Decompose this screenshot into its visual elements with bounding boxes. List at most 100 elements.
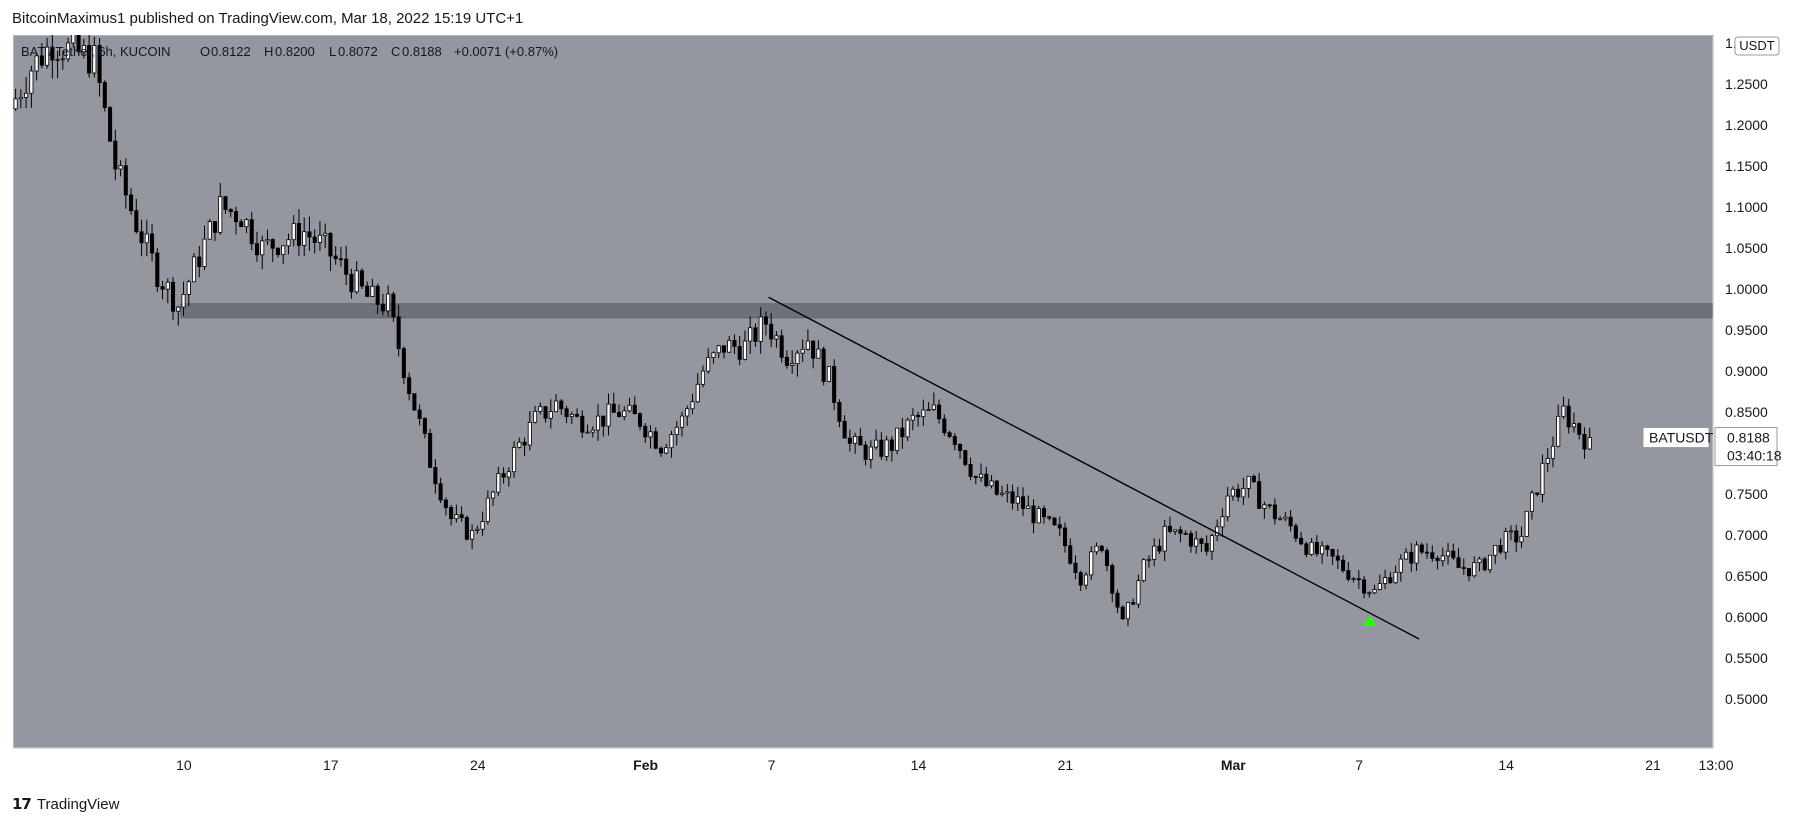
candle-down [1409,551,1414,564]
footer-brand[interactable]: 17 TradingView [12,792,119,816]
candle-up [92,45,97,74]
candle-up [1508,530,1514,533]
candle-down [842,420,847,439]
candle-down [811,340,816,359]
legend-o-value: 0.8122 [211,44,251,59]
candle-down [994,480,999,495]
candle-up [700,370,705,385]
candle-up [1278,518,1283,521]
candle-down [443,499,448,508]
candle-down [1157,545,1162,552]
price-tick-label: 0.7500 [1725,486,1768,502]
candle-up [1383,577,1388,584]
time-tick-label: 14 [911,757,927,773]
candle-up [1026,505,1031,509]
price-tick-label: 0.9000 [1725,363,1768,379]
candle-up [1089,551,1094,576]
candle-up [1519,535,1524,543]
candle-up [1503,531,1508,553]
candle-down [1021,496,1026,509]
price-axis[interactable]: 1.30001.25001.20001.15001.10001.05001.00… [1725,35,1768,707]
candle-down [968,464,973,477]
candle-down [958,443,963,451]
candle-up [118,165,123,170]
candle-down [1451,550,1456,559]
candle-up [1477,558,1482,563]
candle-up [317,234,322,243]
candle-up [596,415,601,431]
candle-down [328,232,333,257]
time-axis[interactable]: 10 17 24 Feb 7 14 21 Mar 7 14 21 13:00 [176,757,1734,773]
candle-down [942,418,947,434]
candle-down [1057,524,1062,529]
candle-up [1556,415,1561,447]
candle-down [632,404,637,415]
candle-up [1283,516,1288,520]
candle-up [1524,510,1529,537]
legend-symbol: BAT / Tether, 6h, KUCOIN [21,44,171,59]
candle-down [249,219,254,245]
candle-down [1356,578,1361,581]
candle-up [527,421,532,446]
candle-down [464,517,469,540]
descending-trendline[interactable] [768,296,1420,640]
candle-up [302,231,307,246]
breakout-up-arrow-icon [1363,615,1378,626]
candle-up [13,98,18,110]
candle-up [1472,562,1477,577]
candle-up [45,46,50,66]
candle-up [1404,551,1409,560]
time-tick-label: 21 [1645,757,1661,773]
candle-down [643,425,648,438]
candle-up [1545,458,1550,464]
candle-up [144,233,149,244]
candle-up [853,436,858,444]
legend-l-value: 0.8072 [338,44,378,59]
candle-up [742,340,747,360]
candle-up [758,316,763,342]
candle-up [1141,559,1146,581]
candle-down [1267,504,1272,507]
candle-down [1041,508,1047,518]
candle-down [1288,516,1293,527]
candle-down [1062,527,1068,547]
time-tick-label: 10 [176,757,192,773]
candle-down [769,323,774,340]
candle-up [989,480,994,487]
candle-up [176,306,181,312]
candle-up [868,446,873,460]
candle-up [669,434,674,449]
candle-up [895,427,900,451]
candle-down [1314,541,1319,555]
candle-down [307,231,312,238]
candle-up [569,414,574,418]
candle-up [690,401,695,410]
candle-down [1466,568,1472,577]
candle-down [984,473,989,487]
currency-badge[interactable]: USDT [1734,36,1780,56]
price-tick-label: 1.2000 [1725,117,1768,133]
candle-down [1251,475,1256,483]
candle-up [748,327,753,342]
candle-down [1073,562,1078,574]
candle-down [129,194,134,212]
candle-up [370,285,375,297]
candle-down [39,55,44,66]
candle-up [1393,571,1398,584]
candle-down [359,270,364,287]
candlestick-chart[interactable]: BAT / Tether, 6h, KUCOIN O 0.8122 H 0.82… [13,35,1783,783]
candle-up [706,357,711,372]
candle-down [879,439,884,457]
chart-pane[interactable] [13,35,1713,748]
candle-up [1487,554,1493,571]
candle-down [1335,555,1340,561]
candle-up [470,530,475,540]
candle-up [55,58,60,61]
candle-down [407,377,412,395]
candle-up [931,404,936,410]
candle-down [611,403,616,413]
candle-down [763,316,768,325]
candle-up [1414,544,1419,564]
candle-down [433,467,438,485]
candle-down [349,273,354,293]
